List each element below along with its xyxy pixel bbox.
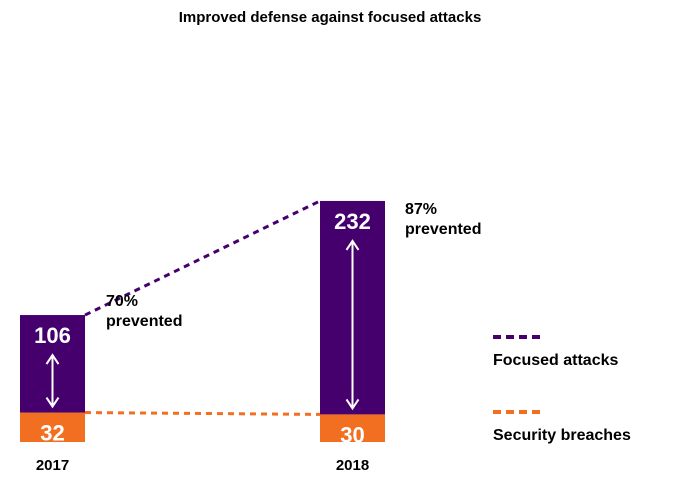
- bar-security-breaches-2018: [320, 414, 385, 442]
- legend-label-focused-attacks: Focused attacks: [493, 352, 618, 369]
- bar-security-breaches-2017: [20, 412, 85, 442]
- annotation-prevented-2017: prevented: [106, 313, 182, 330]
- x-tick-label-2017: 2017: [36, 457, 69, 474]
- value-label-focused-2017: 106: [34, 323, 71, 348]
- value-label-focused-2018: 232: [334, 209, 371, 234]
- arrow-head-up-2018: [345, 239, 360, 251]
- annotation-percent-2018: 87%: [405, 201, 437, 218]
- chart-marks: 32 106 2017 30 232 2018 70% prevented 87% prevent…: [20, 199, 481, 474]
- connector-security-breaches: [84, 411, 321, 416]
- legend-label-security-breaches: Security breaches: [493, 427, 631, 444]
- x-tick-label-2018: 2018: [336, 457, 369, 474]
- legend: Focused attacks Security breaches: [493, 335, 631, 444]
- value-label-breaches-2017: 32: [40, 421, 64, 446]
- chart-title: Improved defense against focused attacks: [179, 9, 482, 26]
- arrow-head-down-2018: [345, 398, 360, 411]
- value-label-breaches-2018: 30: [340, 422, 364, 447]
- arrow-head-down-2017: [45, 397, 60, 409]
- annotation-percent-2017: 70%: [106, 293, 138, 310]
- annotation-prevented-2018: prevented: [405, 221, 481, 238]
- arrow-head-up-2017: [45, 353, 60, 365]
